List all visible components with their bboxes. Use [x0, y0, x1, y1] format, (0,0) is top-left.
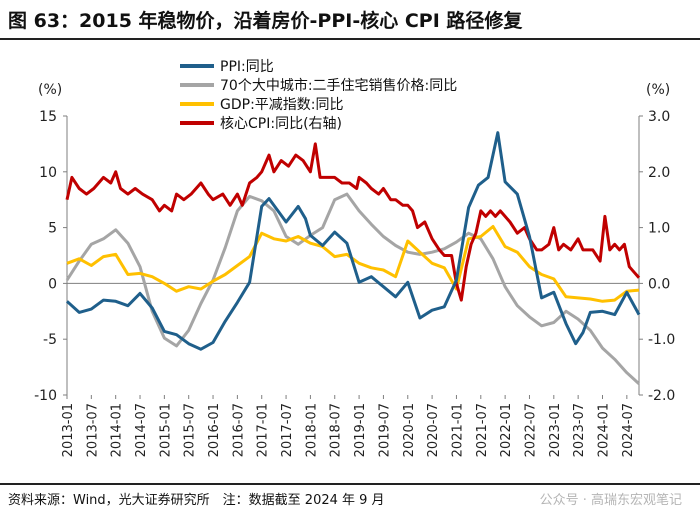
left-unit-label: (%): [38, 82, 62, 98]
left-tick-label: 5: [48, 221, 57, 237]
x-tick-label: 2014-07: [134, 403, 149, 457]
right-unit-label: (%): [646, 82, 670, 98]
x-tick-label: 2018-07: [329, 403, 344, 457]
source-note: 资料来源：Wind，光大证券研究所 注：数据截至 2024 年 9 月: [8, 493, 385, 508]
series-line-2: [65, 192, 641, 385]
right-tick-label: 0.0: [648, 276, 670, 292]
right-tick-label: -1.0: [648, 332, 675, 348]
x-tick-label: 2020-07: [426, 403, 441, 457]
right-tick-label: 2.0: [648, 165, 670, 181]
x-tick-label: 2015-01: [158, 403, 173, 457]
series-line-1: [65, 131, 641, 351]
right-tick-label: 3.0: [648, 109, 670, 125]
x-tick-label: 2021-01: [450, 403, 465, 457]
x-tick-label: 2014-01: [110, 403, 125, 457]
title-rule: [0, 38, 700, 40]
left-tick-label: 15: [39, 109, 57, 125]
x-tick-label: 2017-01: [256, 403, 271, 457]
legend-label-4: 核心CPI:同比(右轴): [220, 116, 342, 132]
legend-label-3: GDP:平减指数:同比: [220, 97, 344, 113]
x-tick-label: 2016-01: [207, 403, 222, 457]
x-tick-label: 2021-07: [475, 403, 490, 457]
footer-rule: [0, 483, 700, 485]
x-tick-label: 2017-07: [280, 403, 295, 457]
x-tick-label: 2013-07: [85, 403, 100, 457]
right-tick-label: 1.0: [648, 221, 670, 237]
x-tick-label: 2023-01: [548, 403, 563, 457]
legend-label-1: PPI:同比: [220, 59, 274, 75]
chart-title: 图 63：2015 年稳物价，沿着房价-PPI-核心 CPI 路径修复: [8, 10, 523, 32]
x-tick-label: 2019-01: [353, 403, 368, 457]
series-line-4: [65, 142, 641, 302]
x-tick-label: 2018-01: [304, 403, 319, 457]
x-tick-label: 2022-01: [499, 403, 514, 457]
x-tick-label: 2015-07: [183, 403, 198, 457]
x-tick-label: 2024-01: [596, 403, 611, 457]
x-tick-label: 2024-07: [621, 403, 636, 457]
legend-label-2: 70个大中城市:二手住宅销售价格:同比: [220, 77, 457, 94]
x-tick-label: 2016-07: [231, 403, 246, 457]
x-tick-label: 2020-01: [402, 403, 417, 457]
x-tick-label: 2022-07: [523, 403, 538, 457]
left-tick-label: -10: [34, 388, 57, 404]
left-tick-label: 0: [48, 276, 57, 292]
x-tick-label: 2013-01: [61, 403, 76, 457]
x-tick-label: 2023-07: [572, 403, 587, 457]
left-tick-label: -5: [43, 332, 57, 348]
right-tick-label: -2.0: [648, 388, 675, 404]
watermark: 公众号 · 高瑞东宏观笔记: [539, 493, 682, 508]
left-tick-label: 10: [39, 165, 57, 181]
x-tick-label: 2019-07: [377, 403, 392, 457]
